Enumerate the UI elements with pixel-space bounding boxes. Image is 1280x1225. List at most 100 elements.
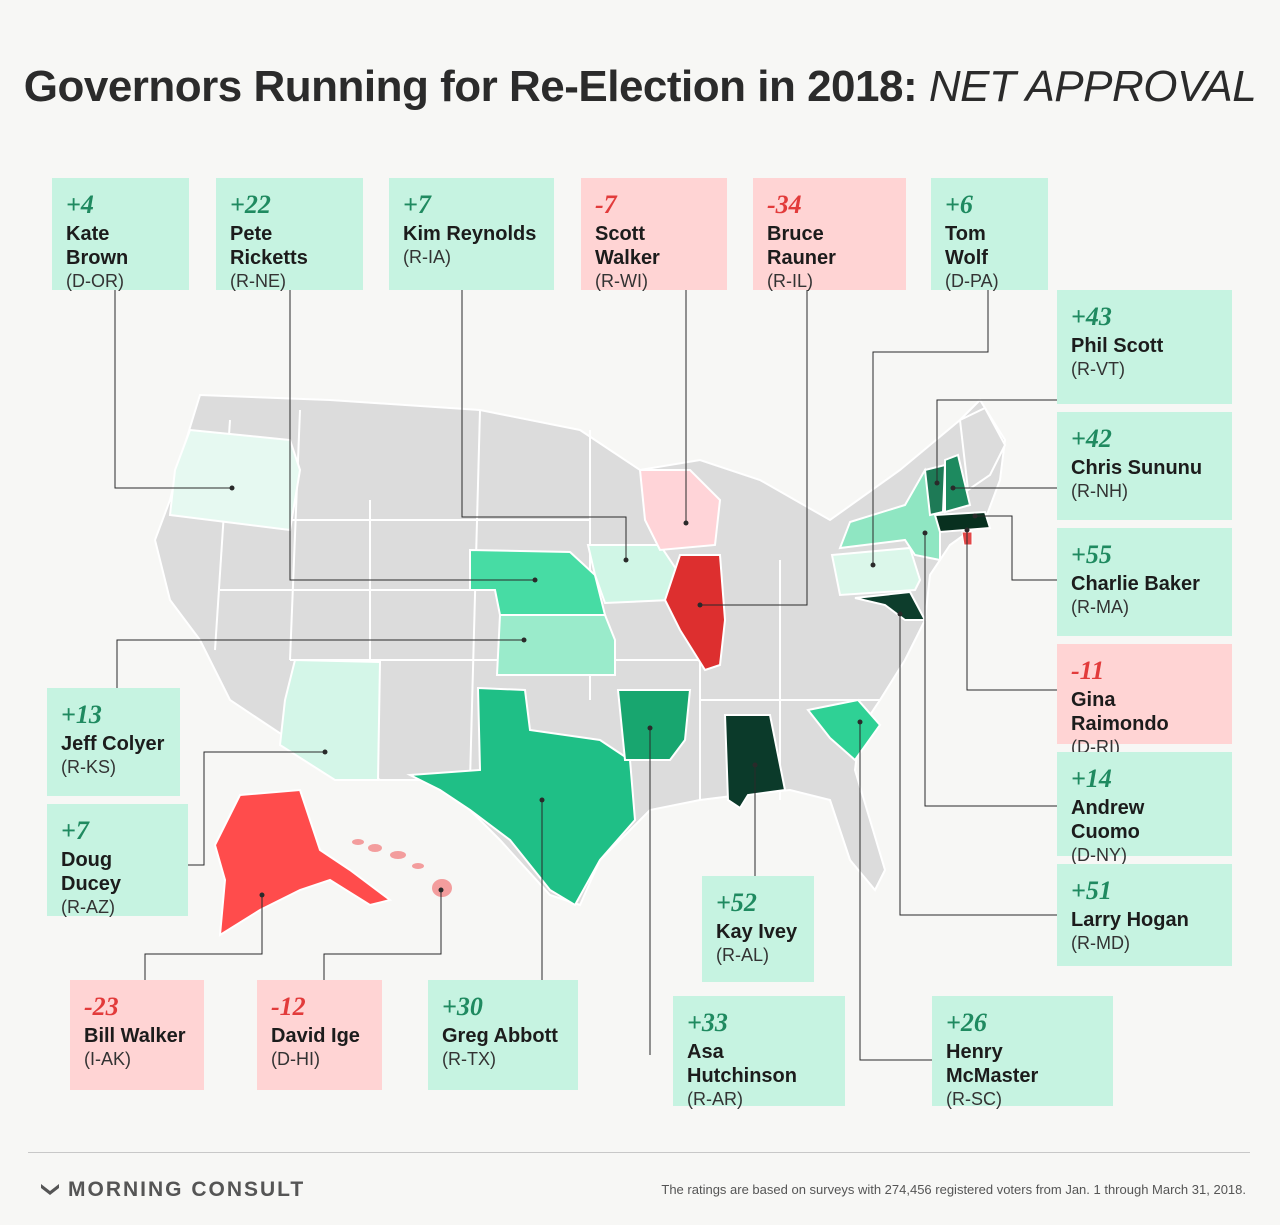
card-bill-walker: -23 Bill Walker (I-AK) <box>70 980 204 1090</box>
state-sc <box>806 698 882 762</box>
title-emphasis: NET APPROVAL <box>928 62 1257 111</box>
approval-value: -11 <box>1071 656 1105 685</box>
card-bruce-rauner: -34 Bruce Rauner (R-IL) <box>753 178 906 291</box>
governor-name: Pete Ricketts <box>230 223 308 269</box>
state-or <box>168 428 302 532</box>
card-doug-ducey: +7 Doug Ducey (R-AZ) <box>47 804 188 917</box>
card-tom-wolf: +6 Tom Wolf (D-PA) <box>931 178 1048 291</box>
governor-party: (R-AR) <box>687 1089 743 1109</box>
approval-value: +7 <box>61 816 89 845</box>
governor-party: (R-AZ) <box>61 897 115 917</box>
state-hi <box>352 839 452 897</box>
governor-name: Greg Abbott <box>442 1025 558 1047</box>
card-kay-ivey: +52 Kay Ivey (R-AL) <box>702 876 814 982</box>
approval-value: -34 <box>767 190 802 219</box>
governor-party: (I-AK) <box>84 1049 131 1069</box>
card-asa-hutchinson: +33 Asa Hutchinson (R-AR) <box>673 996 845 1109</box>
approval-value: +42 <box>1071 424 1112 453</box>
state-vt <box>923 463 947 517</box>
approval-value: +22 <box>230 190 271 219</box>
governor-name: Tom Wolf <box>945 223 988 269</box>
governor-party: (R-NH) <box>1071 481 1128 501</box>
approval-value: -23 <box>84 992 119 1021</box>
brand-name: MORNING CONSULT <box>68 1178 306 1201</box>
state-me <box>958 406 1007 492</box>
state-ny <box>838 467 941 562</box>
governor-party: (D-NY) <box>1071 845 1127 865</box>
governor-name: Henry McMaster <box>946 1041 1039 1087</box>
governor-name: Gina Raimondo <box>1071 689 1169 735</box>
title-main: Governors Running for Re-Election in 201… <box>23 62 918 111</box>
brand-logo: MORNING CONSULT <box>40 1178 305 1202</box>
card-gina-raimondo: -11 Gina Raimondo (D-RI) <box>1057 644 1232 757</box>
governor-party: (R-MD) <box>1071 933 1130 953</box>
governor-party: (D-OR) <box>66 271 124 291</box>
page-title: Governors Running for Re-Election in 201… <box>0 62 1280 112</box>
governor-party: (R-IL) <box>767 271 813 291</box>
card-greg-abbott: +30 Greg Abbott (R-TX) <box>428 980 578 1090</box>
card-henry-mcmaster: +26 Henry McMaster (R-SC) <box>932 996 1113 1109</box>
card-jeff-colyer: +13 Jeff Colyer (R-KS) <box>47 688 180 796</box>
footnote: The ratings are based on surveys with 27… <box>661 1182 1246 1197</box>
governor-party: (R-TX) <box>442 1049 496 1069</box>
approval-value: +30 <box>442 992 483 1021</box>
governor-party: (R-IA) <box>403 247 451 267</box>
governor-name: Scott Walker <box>595 223 660 269</box>
leader-lines <box>114 290 1062 1061</box>
governor-name: Kate Brown <box>66 223 129 269</box>
governor-name: Phil Scott <box>1071 335 1164 357</box>
governor-name: Bruce Rauner <box>767 223 836 269</box>
approval-value: +33 <box>687 1008 728 1037</box>
governor-party: (R-WI) <box>595 271 648 291</box>
state-nh <box>944 453 972 514</box>
approval-value: +13 <box>61 700 102 729</box>
state-ma <box>933 510 992 534</box>
state-ak <box>213 788 393 937</box>
card-pete-ricketts: +22 Pete Ricketts (R-NE) <box>216 178 363 291</box>
governor-name: Jeff Colyer <box>61 733 165 755</box>
approval-value: +4 <box>66 190 94 219</box>
approval-value: +55 <box>1071 540 1112 569</box>
card-larry-hogan: +51 Larry Hogan (R-MD) <box>1057 864 1232 966</box>
approval-value: +43 <box>1071 302 1112 331</box>
approval-value: +6 <box>945 190 973 219</box>
governor-name: Doug Ducey <box>61 849 122 895</box>
state-tx <box>406 686 637 907</box>
card-kim-reynolds: +7 Kim Reynolds (R-IA) <box>389 178 554 290</box>
governor-party: (R-VT) <box>1071 359 1125 379</box>
card-chris-sununu: +42 Chris Sununu (R-NH) <box>1057 412 1232 520</box>
governor-party: (R-AL) <box>716 945 769 965</box>
approval-value: +51 <box>1071 876 1112 905</box>
card-phil-scott: +43 Phil Scott (R-VT) <box>1057 290 1232 404</box>
governor-name: Andrew Cuomo <box>1071 797 1145 843</box>
approval-value: +26 <box>946 1008 987 1037</box>
governor-name: Kim Reynolds <box>403 223 537 245</box>
state-al <box>723 714 787 810</box>
card-david-ige: -12 David Ige (D-HI) <box>257 980 382 1090</box>
card-kate-brown: +4 Kate Brown (D-OR) <box>52 178 189 291</box>
approval-value: +14 <box>1071 764 1112 793</box>
approval-value: -7 <box>595 190 617 219</box>
state-il <box>663 554 727 672</box>
morning-consult-logo-icon <box>41 1184 59 1195</box>
governor-party: (R-KS) <box>61 757 116 777</box>
governor-name: Charlie Baker <box>1071 573 1200 595</box>
governor-party: (R-MA) <box>1071 597 1129 617</box>
card-scott-walker: -7 Scott Walker (R-WI) <box>581 178 727 291</box>
governor-name: Kay Ivey <box>716 921 798 943</box>
state-ks <box>495 614 616 676</box>
state-md <box>854 590 927 621</box>
governor-party: (D-PA) <box>945 271 999 291</box>
card-andrew-cuomo: +14 Andrew Cuomo (D-NY) <box>1057 752 1232 865</box>
governor-party: (R-SC) <box>946 1089 1002 1109</box>
state-pa <box>830 546 922 597</box>
approval-value: +7 <box>403 190 431 219</box>
approval-value: +52 <box>716 888 757 917</box>
card-charlie-baker: +55 Charlie Baker (R-MA) <box>1057 528 1232 636</box>
governor-name: Asa Hutchinson <box>687 1041 797 1087</box>
state-az <box>278 658 382 781</box>
state-ar <box>616 689 692 761</box>
governor-party: (D-HI) <box>271 1049 320 1069</box>
footer-divider <box>28 1152 1250 1153</box>
governor-name: Bill Walker <box>84 1025 186 1047</box>
